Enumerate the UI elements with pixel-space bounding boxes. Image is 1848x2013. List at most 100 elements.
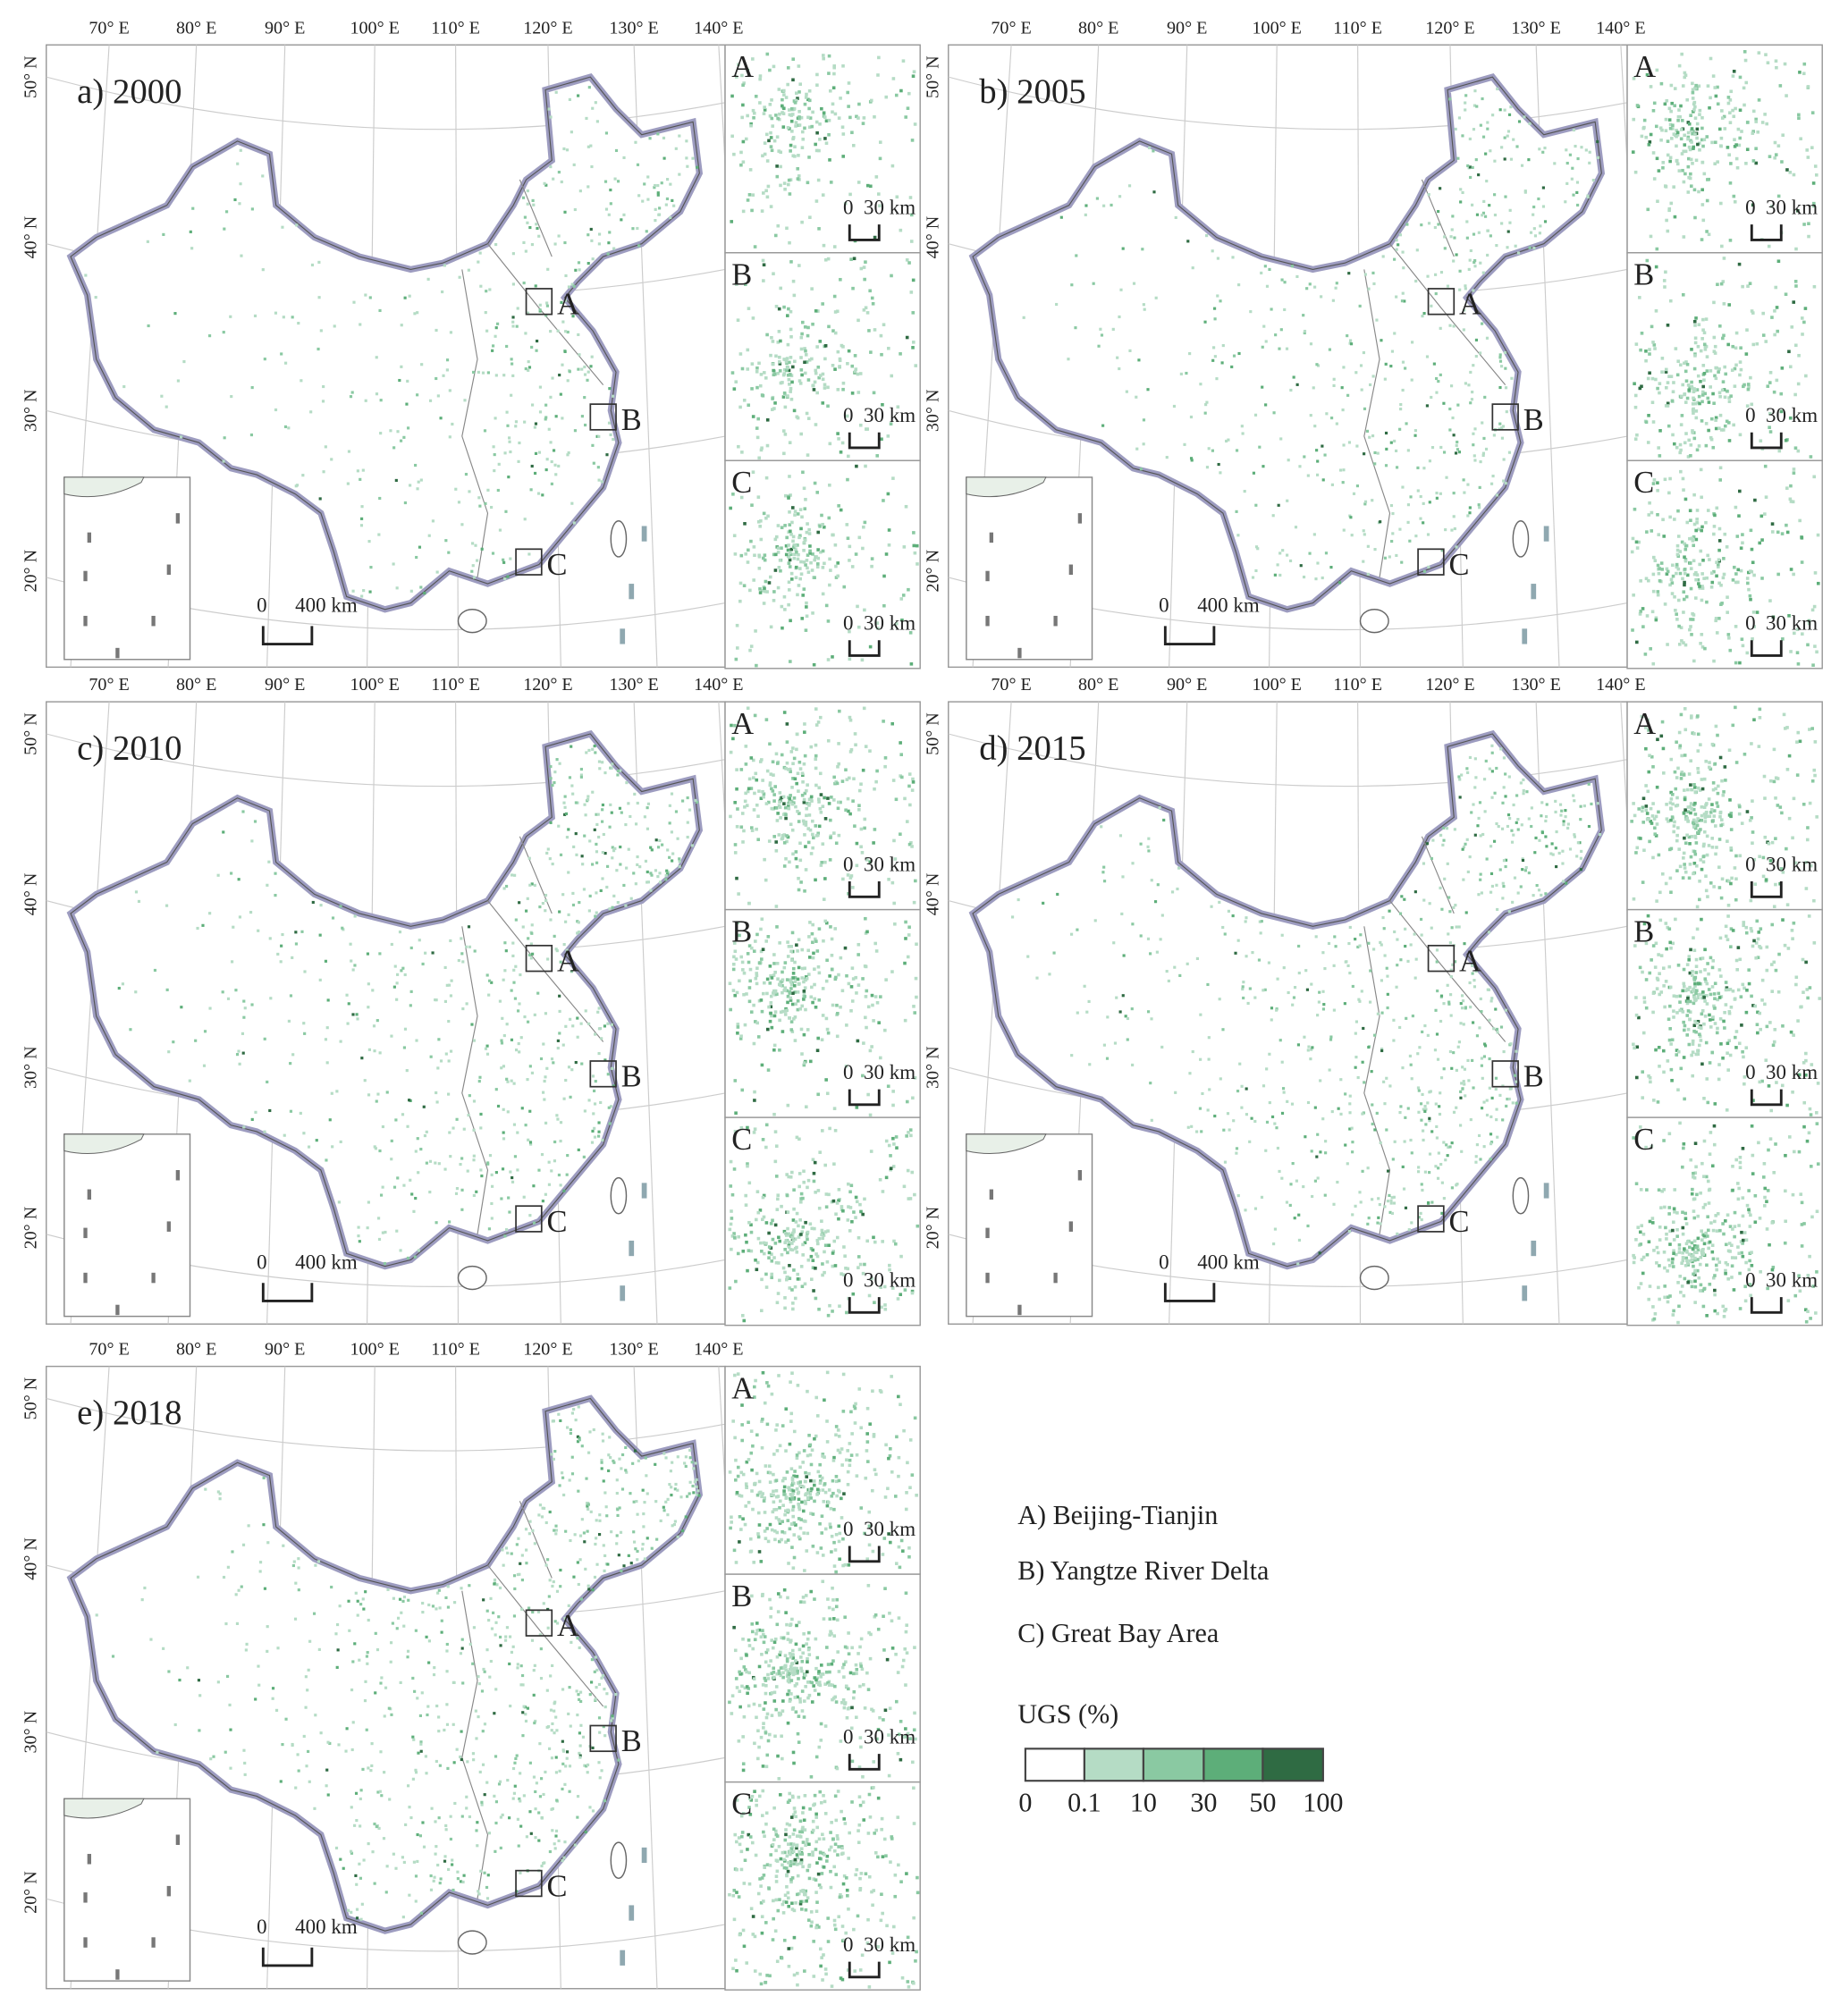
ugs-dot bbox=[785, 978, 789, 981]
ugs-dot bbox=[817, 148, 821, 153]
ugs-dot bbox=[1083, 984, 1086, 988]
ugs-dot bbox=[1504, 772, 1507, 776]
ugs-dot bbox=[1675, 612, 1678, 616]
ugs-dot bbox=[533, 1013, 536, 1016]
ugs-dot bbox=[1321, 1007, 1326, 1011]
ugs-dot bbox=[732, 1167, 737, 1171]
ugs-dot bbox=[1095, 197, 1099, 200]
ugs-dot bbox=[770, 148, 774, 153]
ugs-dot bbox=[819, 863, 823, 867]
ugs-dot bbox=[873, 941, 877, 946]
ugs-dot bbox=[421, 962, 425, 966]
ugs-dot bbox=[1306, 1100, 1311, 1105]
ugs-dot bbox=[1381, 915, 1385, 920]
ugs-dot bbox=[832, 245, 837, 248]
ugs-dot bbox=[567, 1065, 571, 1069]
ugs-dot bbox=[1675, 162, 1680, 166]
ugs-dot bbox=[324, 959, 328, 963]
ugs-dot bbox=[1511, 1101, 1515, 1105]
ugs-dot bbox=[1635, 433, 1639, 437]
ugs-dot bbox=[774, 1144, 779, 1148]
ugs-dot bbox=[864, 995, 868, 998]
ugs-dot bbox=[794, 91, 798, 96]
ugs-dot bbox=[1386, 1200, 1390, 1203]
ugs-dot bbox=[530, 464, 534, 468]
ugs-dot bbox=[749, 123, 753, 128]
ugs-dot bbox=[802, 548, 806, 552]
ugs-dot bbox=[806, 97, 810, 102]
ugs-dot bbox=[84, 274, 88, 277]
ugs-dot bbox=[819, 374, 823, 377]
ugs-dot bbox=[671, 198, 674, 202]
ugs-dot bbox=[806, 1258, 811, 1262]
ugs-dot bbox=[749, 122, 753, 126]
ugs-dot bbox=[848, 629, 851, 634]
ugs-dot bbox=[820, 1228, 824, 1233]
ugs-dot bbox=[843, 202, 848, 206]
ugs-dot bbox=[678, 860, 681, 863]
ugs-dot bbox=[1380, 1049, 1384, 1053]
ugs-dot bbox=[739, 955, 744, 959]
ugs-dot bbox=[803, 538, 807, 542]
ugs-dot bbox=[839, 277, 842, 282]
ugs-dot bbox=[585, 116, 588, 121]
ugs-dot bbox=[341, 926, 344, 930]
ugs-dot bbox=[601, 820, 604, 823]
ugs-dot bbox=[672, 204, 676, 207]
ugs-dot bbox=[777, 149, 781, 153]
ugs-dot bbox=[322, 384, 325, 389]
ugs-dot bbox=[1785, 523, 1788, 527]
ugs-dot bbox=[590, 164, 594, 169]
ugs-dot bbox=[800, 1004, 805, 1008]
ugs-dot bbox=[377, 533, 381, 536]
ugs-dot bbox=[520, 1107, 524, 1110]
ugs-dot bbox=[1198, 1107, 1202, 1110]
ugs-dot bbox=[591, 790, 595, 794]
scs-dash bbox=[115, 647, 120, 659]
ugs-dot bbox=[447, 1019, 451, 1023]
ugs-dot bbox=[1439, 271, 1444, 274]
ugs-dot bbox=[1466, 483, 1470, 486]
ugs-dot bbox=[1716, 102, 1720, 106]
ugs-dot bbox=[756, 1210, 761, 1215]
ugs-dot bbox=[598, 767, 602, 771]
ugs-dot bbox=[339, 1040, 342, 1043]
ugs-dot bbox=[1720, 109, 1724, 113]
ugs-dot bbox=[841, 64, 845, 68]
ugs-dot bbox=[786, 1226, 789, 1231]
ugs-dot bbox=[1459, 1124, 1463, 1127]
ugs-dot bbox=[636, 863, 639, 866]
ugs-dot bbox=[1712, 569, 1716, 574]
ugs-dot bbox=[1363, 407, 1367, 410]
ugs-dot bbox=[873, 995, 878, 998]
ugs-dot bbox=[542, 1091, 545, 1094]
ugs-dot bbox=[766, 514, 770, 518]
ugs-dot bbox=[809, 1277, 814, 1282]
ugs-dot bbox=[776, 551, 781, 554]
ugs-dot bbox=[789, 119, 794, 123]
ugs-dot bbox=[646, 175, 650, 179]
ugs-dot bbox=[844, 1065, 848, 1068]
scs-coast bbox=[966, 476, 1047, 498]
island-dash bbox=[629, 1240, 635, 1257]
ugs-dot bbox=[1346, 1162, 1349, 1166]
ugs-dot bbox=[1720, 602, 1724, 605]
ugs-dot bbox=[812, 662, 816, 667]
ugs-dot bbox=[94, 296, 97, 299]
ugs-dot bbox=[597, 242, 601, 246]
ugs-dot bbox=[1127, 184, 1132, 188]
inset-label: C bbox=[1633, 466, 1654, 500]
ugs-dot bbox=[831, 110, 834, 114]
ugs-dot bbox=[522, 281, 526, 285]
ugs-dot bbox=[439, 417, 443, 420]
ugs-dot bbox=[1332, 964, 1336, 967]
ugs-dot bbox=[465, 1002, 468, 1006]
ugs-dot bbox=[1321, 444, 1324, 448]
ugs-dot bbox=[848, 657, 852, 661]
ugs-dot bbox=[764, 878, 768, 882]
ugs-dot bbox=[551, 376, 554, 380]
ugs-dot bbox=[808, 544, 812, 548]
ugs-dot bbox=[1725, 419, 1729, 424]
ugs-dot bbox=[777, 307, 781, 311]
ugs-dot bbox=[1146, 937, 1151, 940]
